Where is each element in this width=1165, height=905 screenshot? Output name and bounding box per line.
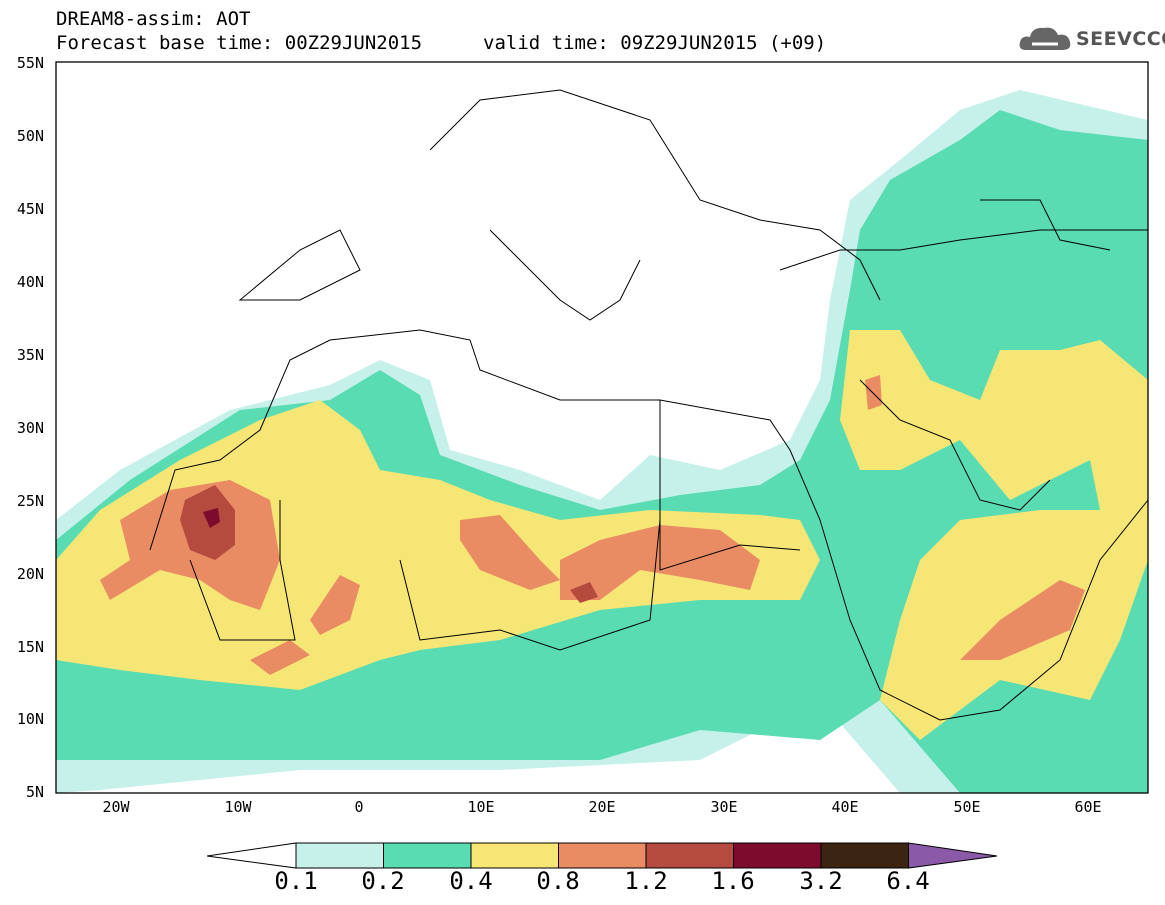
- aot-band-0.8-f: [865, 375, 882, 410]
- lat-label: 15N: [16, 638, 44, 656]
- lon-label: 0: [354, 798, 364, 816]
- lon-label: 20E: [588, 798, 616, 816]
- colorbar-label: 0.2: [361, 867, 405, 895]
- colorbar-label: 1.2: [624, 867, 668, 895]
- aot-band-0.8-d: [250, 640, 310, 675]
- aot-band-1.2-b: [570, 582, 598, 603]
- lon-label: 10W: [224, 798, 252, 816]
- lat-label: 40N: [16, 273, 44, 291]
- lon-label: 20W: [102, 798, 130, 816]
- colorbar-high-arrow: [908, 842, 998, 869]
- lat-label: 50N: [16, 127, 44, 145]
- coastlines: [149, 89, 1148, 721]
- colorbar-swatch-4: [645, 842, 734, 869]
- colorbar-swatch-1: [383, 842, 472, 869]
- lat-label: 25N: [16, 492, 44, 510]
- lat-label: 55N: [16, 54, 44, 72]
- lon-label: 10E: [467, 798, 495, 816]
- colorbar-swatch-5: [733, 842, 822, 869]
- cloud-icon: [1019, 27, 1071, 50]
- lat-label: 35N: [16, 346, 44, 364]
- colorbar-swatch-2: [470, 842, 559, 869]
- aot-band-1.2: [180, 485, 235, 560]
- lat-label: 5N: [25, 783, 44, 801]
- lat-label: 20N: [16, 565, 44, 583]
- forecast-base-time: Forecast base time: 00Z29JUN2015: [56, 32, 423, 54]
- aot-band-1.6: [203, 508, 220, 528]
- lat-label: 30N: [16, 419, 44, 437]
- aot-band-0.8-e: [960, 580, 1085, 660]
- aot-band-0.8-a: [460, 515, 560, 590]
- seevccc-logo: SEEVCCC: [1018, 22, 1165, 56]
- colorbar: [206, 842, 998, 869]
- colorbar-label: 6.4: [886, 867, 930, 895]
- aot-band-0.4-arabia: [840, 330, 1148, 740]
- lat-label: 45N: [16, 200, 44, 218]
- lon-label: 60E: [1074, 798, 1102, 816]
- valid-time: valid time: 09Z29JUN2015 (+09): [483, 32, 827, 54]
- colorbar-low-arrow: [206, 842, 297, 869]
- colorbar-label: 0.4: [449, 867, 493, 895]
- lon-label: 50E: [953, 798, 981, 816]
- chart-title: DREAM8-assim: AOT: [56, 8, 251, 30]
- aot-field: [56, 89, 1148, 793]
- colorbar-label: 0.1: [274, 867, 318, 895]
- aot-band-0.4: [56, 400, 820, 690]
- colorbar-swatch-0: [295, 842, 384, 869]
- map-frame: [55, 61, 1149, 794]
- lon-label: 40E: [831, 798, 859, 816]
- colorbar-label: 0.8: [536, 867, 580, 895]
- aot-band-0.8-c: [310, 575, 360, 635]
- colorbar-swatch-3: [558, 842, 647, 869]
- lat-label: 10N: [16, 710, 44, 728]
- colorbar-label: 1.6: [711, 867, 755, 895]
- lon-label: 30E: [710, 798, 738, 816]
- colorbar-swatch-6: [820, 842, 909, 869]
- colorbar-label: 3.2: [799, 867, 843, 895]
